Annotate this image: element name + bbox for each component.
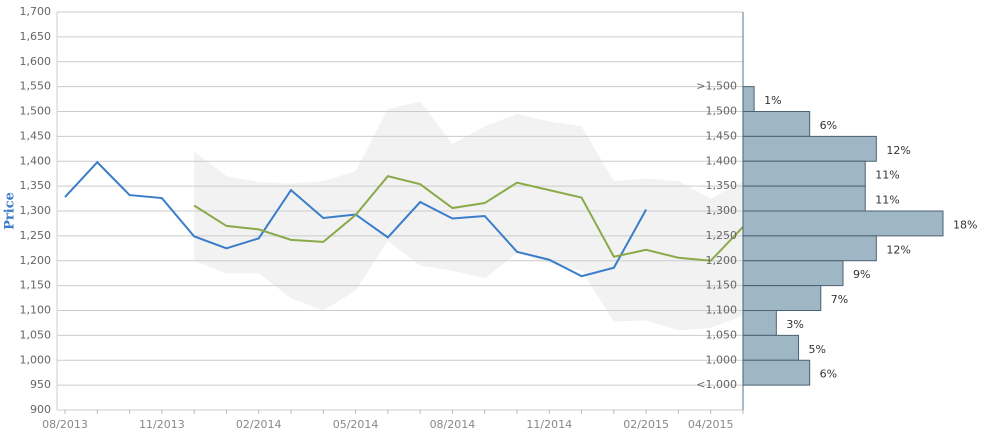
bin-label: >1,500 xyxy=(696,80,737,93)
y-tick-label: 900 xyxy=(30,403,51,416)
bin-label: 1,400 xyxy=(706,154,738,167)
y-tick-label: 1,600 xyxy=(20,55,52,68)
bin-label: 1,350 xyxy=(706,179,738,192)
histogram-bar xyxy=(742,135,877,162)
histogram-bar xyxy=(742,334,800,361)
y-tick-label: 1,050 xyxy=(20,328,52,341)
bin-label: 1,250 xyxy=(706,229,738,242)
histogram-bar xyxy=(742,185,866,212)
y-tick-label: 950 xyxy=(30,378,51,391)
bin-label: 1,150 xyxy=(706,279,738,292)
histogram-bar xyxy=(742,359,811,386)
bar-value-label: 6% xyxy=(820,119,837,132)
x-tick-label: 02/2015 xyxy=(623,418,669,431)
y-tick-label: 1,550 xyxy=(20,80,52,93)
histogram-bar xyxy=(742,86,755,112)
bar-value-label: 11% xyxy=(875,169,899,182)
bin-label: 1,500 xyxy=(706,105,738,118)
bin-label: <1,000 xyxy=(696,378,737,391)
histogram-bar xyxy=(742,235,877,262)
range-band xyxy=(194,101,744,331)
bin-label: 1,100 xyxy=(706,304,738,317)
y-tick-label: 1,300 xyxy=(20,204,52,217)
price-line xyxy=(193,175,744,262)
bar-value-label: 9% xyxy=(853,268,870,281)
histogram-bar xyxy=(742,160,866,187)
y-tick-label: 1,100 xyxy=(20,304,52,317)
histogram-bar xyxy=(742,111,811,137)
y-tick-label: 1,450 xyxy=(20,129,52,142)
bar-value-label: 6% xyxy=(820,368,837,381)
bin-label: 1,200 xyxy=(706,254,738,267)
x-tick-label: 11/2013 xyxy=(139,418,185,431)
x-tick-label: 05/2014 xyxy=(333,418,379,431)
bin-label: 1,000 xyxy=(706,353,738,366)
y-tick-label: 1,500 xyxy=(20,105,52,118)
bar-value-label: 1% xyxy=(764,94,781,107)
histogram-bar xyxy=(742,285,822,311)
x-tick-label: 08/2013 xyxy=(42,418,88,431)
bin-label: 1,050 xyxy=(706,328,738,341)
y-tick-label: 1,000 xyxy=(20,353,52,366)
histogram-bar xyxy=(742,210,944,237)
x-tick-label: 04/2015 xyxy=(688,418,734,431)
bin-label: 1,450 xyxy=(706,129,738,142)
bar-value-label: 5% xyxy=(809,343,826,356)
y-tick-label: 1,650 xyxy=(20,30,52,43)
y-tick-label: 1,250 xyxy=(20,229,52,242)
bar-value-label: 7% xyxy=(831,293,848,306)
bar-value-label: 12% xyxy=(886,144,910,157)
bar-value-label: 18% xyxy=(953,218,977,231)
y-tick-label: 1,350 xyxy=(20,179,52,192)
bar-value-label: 11% xyxy=(875,194,899,207)
y-tick-label: 1,700 xyxy=(20,5,52,18)
bar-value-label: 3% xyxy=(786,318,803,331)
y-tick-label: 1,150 xyxy=(20,279,52,292)
bar-value-label: 12% xyxy=(886,243,910,256)
y-tick-label: 1,200 xyxy=(20,254,52,267)
x-tick-label: 02/2014 xyxy=(236,418,282,431)
y-tick-label: 1,400 xyxy=(20,154,52,167)
histogram-bar xyxy=(742,260,844,287)
bin-label: 1,300 xyxy=(706,204,738,217)
x-tick-label: 11/2014 xyxy=(526,418,572,431)
x-tick-label: 08/2014 xyxy=(430,418,476,431)
histogram-bar xyxy=(742,310,777,336)
y-axis-label: Price xyxy=(3,192,18,230)
